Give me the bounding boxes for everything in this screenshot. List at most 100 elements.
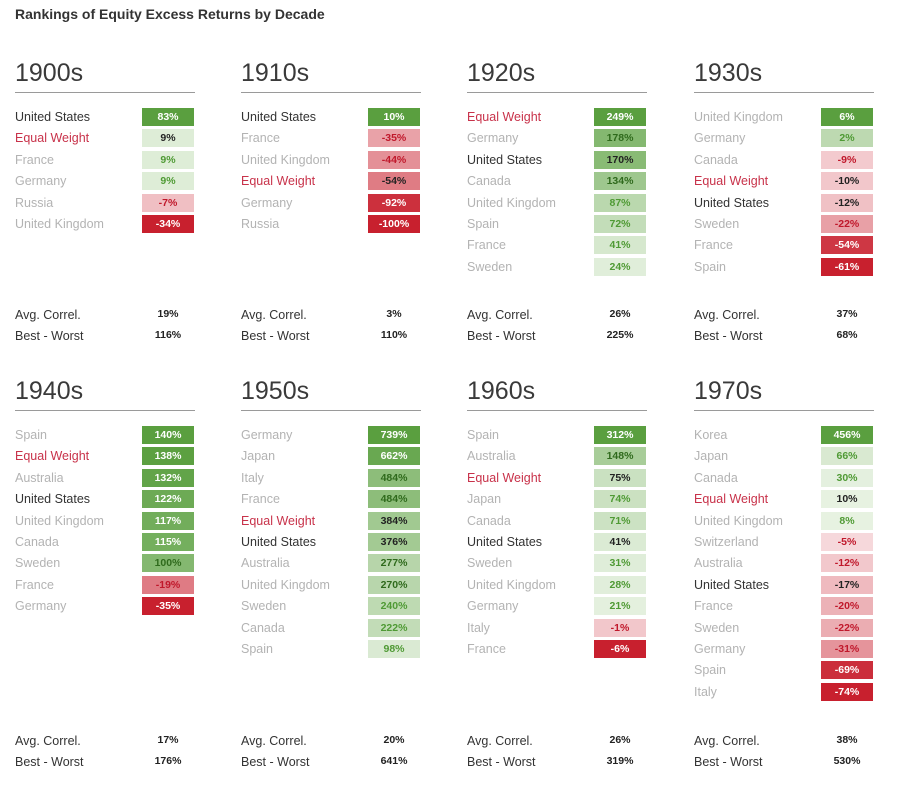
country-label: Sweden xyxy=(241,599,287,614)
return-cell: 6% xyxy=(821,108,873,126)
country-label: Equal Weight xyxy=(15,131,90,146)
ranking-row: Australia 132% xyxy=(15,468,195,487)
ranking-row: Germany -31% xyxy=(694,640,874,658)
country-label: Germany xyxy=(15,174,67,189)
ranking-row: Korea 456% xyxy=(694,426,874,444)
return-cell: 456% xyxy=(821,426,873,444)
return-cell: -12% xyxy=(821,554,873,573)
ranking-row: Russia -7% xyxy=(15,193,195,212)
ranking-row: Italy -1% xyxy=(467,618,647,637)
ranking-row: United Kingdom 117% xyxy=(15,511,195,530)
ranking-row: Spain -69% xyxy=(694,661,874,680)
best-worst-value: 319% xyxy=(606,755,634,767)
ranking-row: Equal Weight 384% xyxy=(241,511,421,530)
country-label: Korea xyxy=(694,428,728,442)
avg-correl-value: 26% xyxy=(609,734,631,746)
avg-correl-label: Avg. Correl. xyxy=(15,308,81,322)
return-cell: -44% xyxy=(368,150,420,169)
ranking-row: France -6% xyxy=(467,640,647,658)
best-worst-label: Best - Worst xyxy=(241,329,310,343)
country-label: France xyxy=(694,238,733,253)
return-cell: -22% xyxy=(821,618,873,637)
country-label: Sweden xyxy=(467,259,513,274)
best-worst-value: 110% xyxy=(380,329,408,341)
country-label: Spain xyxy=(694,259,726,274)
best-worst-row: Best - Worst 116% xyxy=(15,329,195,345)
return-cell: -54% xyxy=(368,172,420,191)
return-cell: 30% xyxy=(821,468,873,487)
ranking-row: Sweden 31% xyxy=(467,554,647,573)
return-cell: -17% xyxy=(821,575,873,594)
ranking-row: Germany -35% xyxy=(15,597,195,616)
country-label: Australia xyxy=(241,556,290,571)
ranking-row: United Kingdom 6% xyxy=(694,108,874,126)
country-label: Spain xyxy=(467,217,499,231)
country-label: United States xyxy=(15,110,91,124)
decade-divider xyxy=(467,92,647,93)
ranking-row: Spain 140% xyxy=(15,426,195,444)
return-cell: -35% xyxy=(368,129,420,148)
return-cell: 312% xyxy=(594,426,646,444)
ranking-row: United States 83% xyxy=(15,108,195,126)
country-label: Canada xyxy=(467,513,511,528)
country-label: France xyxy=(241,492,280,507)
avg-correl-row: Avg. Correl. 26% xyxy=(467,734,647,750)
return-cell: -6% xyxy=(594,640,646,658)
country-label: Australia xyxy=(694,556,743,571)
ranking-row: Russia -100% xyxy=(241,215,421,233)
country-label: Spain xyxy=(241,642,273,656)
country-label: Sweden xyxy=(15,556,61,571)
ranking-row: Germany 9% xyxy=(15,172,195,191)
return-cell: 134% xyxy=(594,172,646,191)
country-label: Germany xyxy=(694,642,746,656)
country-label: United States xyxy=(694,577,770,592)
return-cell: 71% xyxy=(594,511,646,530)
avg-correl-value: 37% xyxy=(836,308,858,320)
ranking-row: Sweden 24% xyxy=(467,257,647,276)
country-label: Germany xyxy=(241,195,293,210)
ranking-row: Equal Weight 75% xyxy=(467,468,647,487)
ranking-row: Equal Weight 10% xyxy=(694,490,874,509)
country-label: Italy xyxy=(241,470,264,485)
return-cell: 8% xyxy=(821,511,873,530)
avg-correl-row: Avg. Correl. 26% xyxy=(467,308,647,324)
ranking-row: United States 170% xyxy=(467,150,647,169)
country-label: United Kingdom xyxy=(694,513,783,528)
ranking-row: Equal Weight 249% xyxy=(467,108,647,126)
avg-correl-label: Avg. Correl. xyxy=(241,734,307,748)
decade-panel-1970s: 1970s Korea 456% Japan 66% Canada 30% Equal Wei… xyxy=(694,376,874,796)
return-cell: -100% xyxy=(368,215,420,233)
country-label: Equal Weight xyxy=(694,174,769,189)
country-label: France xyxy=(694,599,733,614)
ranking-row: United States -17% xyxy=(694,575,874,594)
best-worst-value: 641% xyxy=(380,755,408,767)
best-worst-row: Best - Worst 68% xyxy=(694,329,874,345)
avg-correl-value: 3% xyxy=(386,308,402,320)
return-cell: 2% xyxy=(821,129,873,148)
ranking-row: Equal Weight -10% xyxy=(694,172,874,191)
return-cell: 484% xyxy=(368,468,420,487)
chart-title: Rankings of Equity Excess Returns by Dec… xyxy=(15,6,325,22)
decade-divider xyxy=(15,92,195,93)
return-cell: -92% xyxy=(368,193,420,212)
ranking-row: France 41% xyxy=(467,236,647,255)
decade-divider xyxy=(241,92,421,93)
best-worst-label: Best - Worst xyxy=(694,329,763,343)
ranking-row: Canada 134% xyxy=(467,172,647,191)
return-cell: 148% xyxy=(594,447,646,466)
avg-correl-row: Avg. Correl. 37% xyxy=(694,308,874,324)
ranking-row: United Kingdom 270% xyxy=(241,575,421,594)
return-cell: 24% xyxy=(594,257,646,276)
country-label: Canada xyxy=(241,620,285,635)
return-cell: -5% xyxy=(821,533,873,551)
decade-title: 1920s xyxy=(467,59,536,87)
country-label: Sweden xyxy=(694,217,740,231)
return-cell: -10% xyxy=(821,172,873,191)
ranking-row: France -20% xyxy=(694,597,874,616)
decade-title: 1970s xyxy=(694,377,763,405)
return-cell: 222% xyxy=(368,618,420,637)
ranking-row: Germany 739% xyxy=(241,426,421,444)
best-worst-value: 530% xyxy=(833,755,861,767)
ranking-row: Spain 72% xyxy=(467,215,647,233)
ranking-row: Sweden -22% xyxy=(694,618,874,637)
